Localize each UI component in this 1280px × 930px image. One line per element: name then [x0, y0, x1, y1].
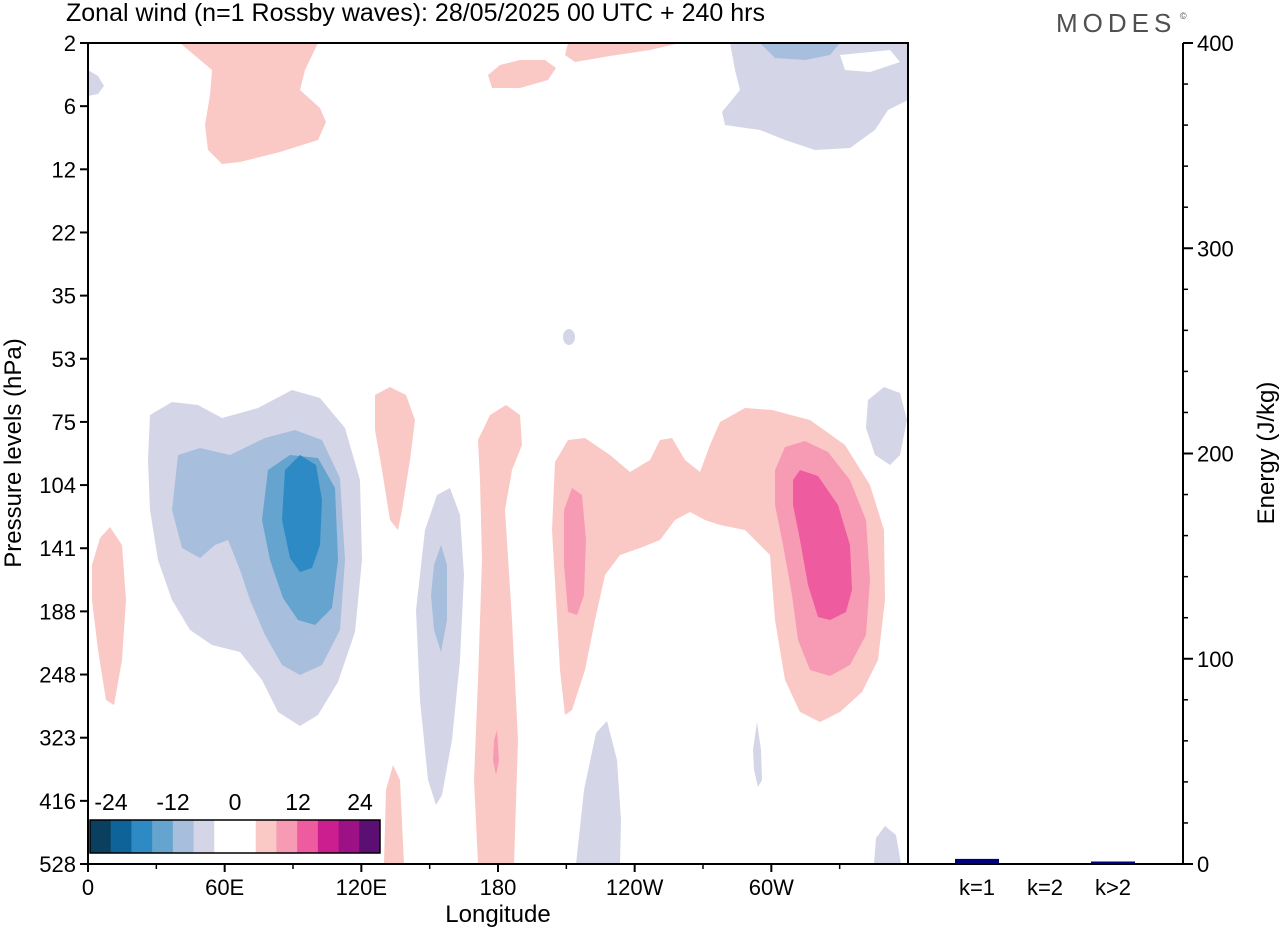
contour-positive-130e-lower [384, 765, 404, 864]
colorbar-swatch [317, 820, 339, 853]
x-tick-label: 60E [205, 875, 244, 900]
energy-bar [1091, 861, 1135, 863]
contour-positive-180 [474, 405, 522, 864]
modes-logo: MODES © [1056, 8, 1187, 38]
contour-positive-strat-180 [488, 60, 556, 88]
x-axis-label: Longitude [445, 901, 550, 928]
energy-panel: 0 100 200 300 400 k=1 k=2 k>2 Energy (J/kg) [907, 31, 1280, 900]
energy-tick-label: 100 [1197, 647, 1234, 672]
y-axis-label: Pressure levels (hPa) [0, 338, 27, 567]
logo-mark: © [1180, 11, 1187, 21]
y-tick-label: 6 [64, 94, 76, 119]
colorbar-label: -24 [94, 789, 127, 815]
contour-positive-west-edge [92, 527, 126, 705]
energy-x-axis: k=1 k=2 k>2 [959, 875, 1131, 900]
contour-negative-130w-lower [576, 721, 621, 864]
contour-positive-180-core [493, 730, 499, 775]
y-tick-label: 35 [52, 284, 76, 309]
contour-positive-strat-150w [565, 43, 680, 62]
y-tick-label: 12 [52, 157, 76, 182]
contour-positive-150w-mid [564, 488, 586, 615]
y-tick-label: 22 [52, 220, 76, 245]
energy-axis-label: Energy (J/kg) [1253, 382, 1280, 525]
colorbar-swatch [276, 820, 298, 853]
energy-bar [955, 858, 999, 863]
colorbar-swatch [235, 820, 257, 853]
contour-positive-strat-60e [180, 43, 326, 164]
energy-tick-label: 300 [1197, 236, 1234, 261]
y-tick-label: 528 [39, 852, 76, 877]
contour-positive-50w-core [793, 470, 852, 620]
energy-category-label: k=2 [1027, 875, 1063, 900]
colorbar-swatch [131, 820, 153, 853]
chart-title: Zonal wind (n=1 Rossby waves): 28/05/202… [66, 0, 765, 27]
energy-tick-label: 200 [1197, 442, 1234, 467]
colorbar-swatch [110, 820, 132, 853]
y-tick-label: 75 [52, 410, 76, 435]
colorbar-swatch [172, 820, 194, 853]
contour-negative-strat-40w-core [760, 43, 840, 60]
x-tick-label: 0 [82, 875, 94, 900]
y-tick-label: 53 [52, 347, 76, 372]
y-tick-label: 141 [39, 536, 76, 561]
contour-negative-strat-west-edge [88, 70, 104, 96]
y-tick-label: 323 [39, 726, 76, 751]
energy-bars [955, 858, 1135, 863]
colorbar-swatch [255, 820, 277, 853]
contour-negative-small-70w [753, 722, 762, 787]
y-tick-label: 104 [39, 473, 76, 498]
colorbar-swatch [152, 820, 174, 853]
contour-negative-east-edge [866, 387, 907, 465]
colorbar-label: 0 [229, 789, 242, 815]
energy-category-label: k>2 [1095, 875, 1131, 900]
colorbar-swatch [90, 820, 112, 853]
x-axis-longitude: 0 60E 120E 180 120W 60W [82, 864, 841, 900]
colorbar-swatch [359, 820, 381, 853]
energy-y-axis: 0 100 200 300 400 [1183, 31, 1234, 877]
x-tick-label: 60W [749, 875, 794, 900]
contour-negative-small-45hpa [563, 329, 575, 345]
colorbar-swatch [338, 820, 360, 853]
energy-tick-label: 400 [1197, 31, 1234, 56]
y-tick-label: 188 [39, 599, 76, 624]
x-tick-label: 120W [606, 875, 664, 900]
contour-positive-130e-upper [375, 387, 415, 530]
contour-negative-150e-core [431, 545, 447, 652]
y-tick-label: 248 [39, 663, 76, 688]
y-tick-label: 416 [39, 789, 76, 814]
energy-category-label: k=1 [959, 875, 995, 900]
colorbar-swatch [193, 820, 215, 853]
y-axis-pressure: 2 6 12 22 35 53 75 104 141 188 248 323 416 528 [39, 31, 88, 877]
logo-text: MODES [1056, 8, 1176, 38]
energy-tick-label: 0 [1197, 852, 1209, 877]
colorbar-label: 24 [347, 789, 373, 815]
contour-negative-90e-core [282, 455, 322, 572]
heatmap-panel: -24 -12 0 12 24 2 6 12 22 35 53 75 104 141 188 248… [0, 31, 909, 928]
colorbar-swatches [90, 820, 381, 853]
y-tick-label: 2 [64, 31, 76, 56]
colorbar-swatch [214, 820, 236, 853]
colorbar-label: -12 [156, 789, 189, 815]
colorbar: -24 -12 0 12 24 [89, 789, 381, 854]
x-tick-label: 180 [480, 875, 517, 900]
contour-positive-strat-east [840, 50, 900, 72]
contour-negative-east-bottom [874, 826, 901, 864]
x-tick-label: 120E [336, 875, 387, 900]
colorbar-frame [89, 819, 381, 854]
colorbar-label: 12 [285, 789, 311, 815]
colorbar-swatch [297, 820, 319, 853]
